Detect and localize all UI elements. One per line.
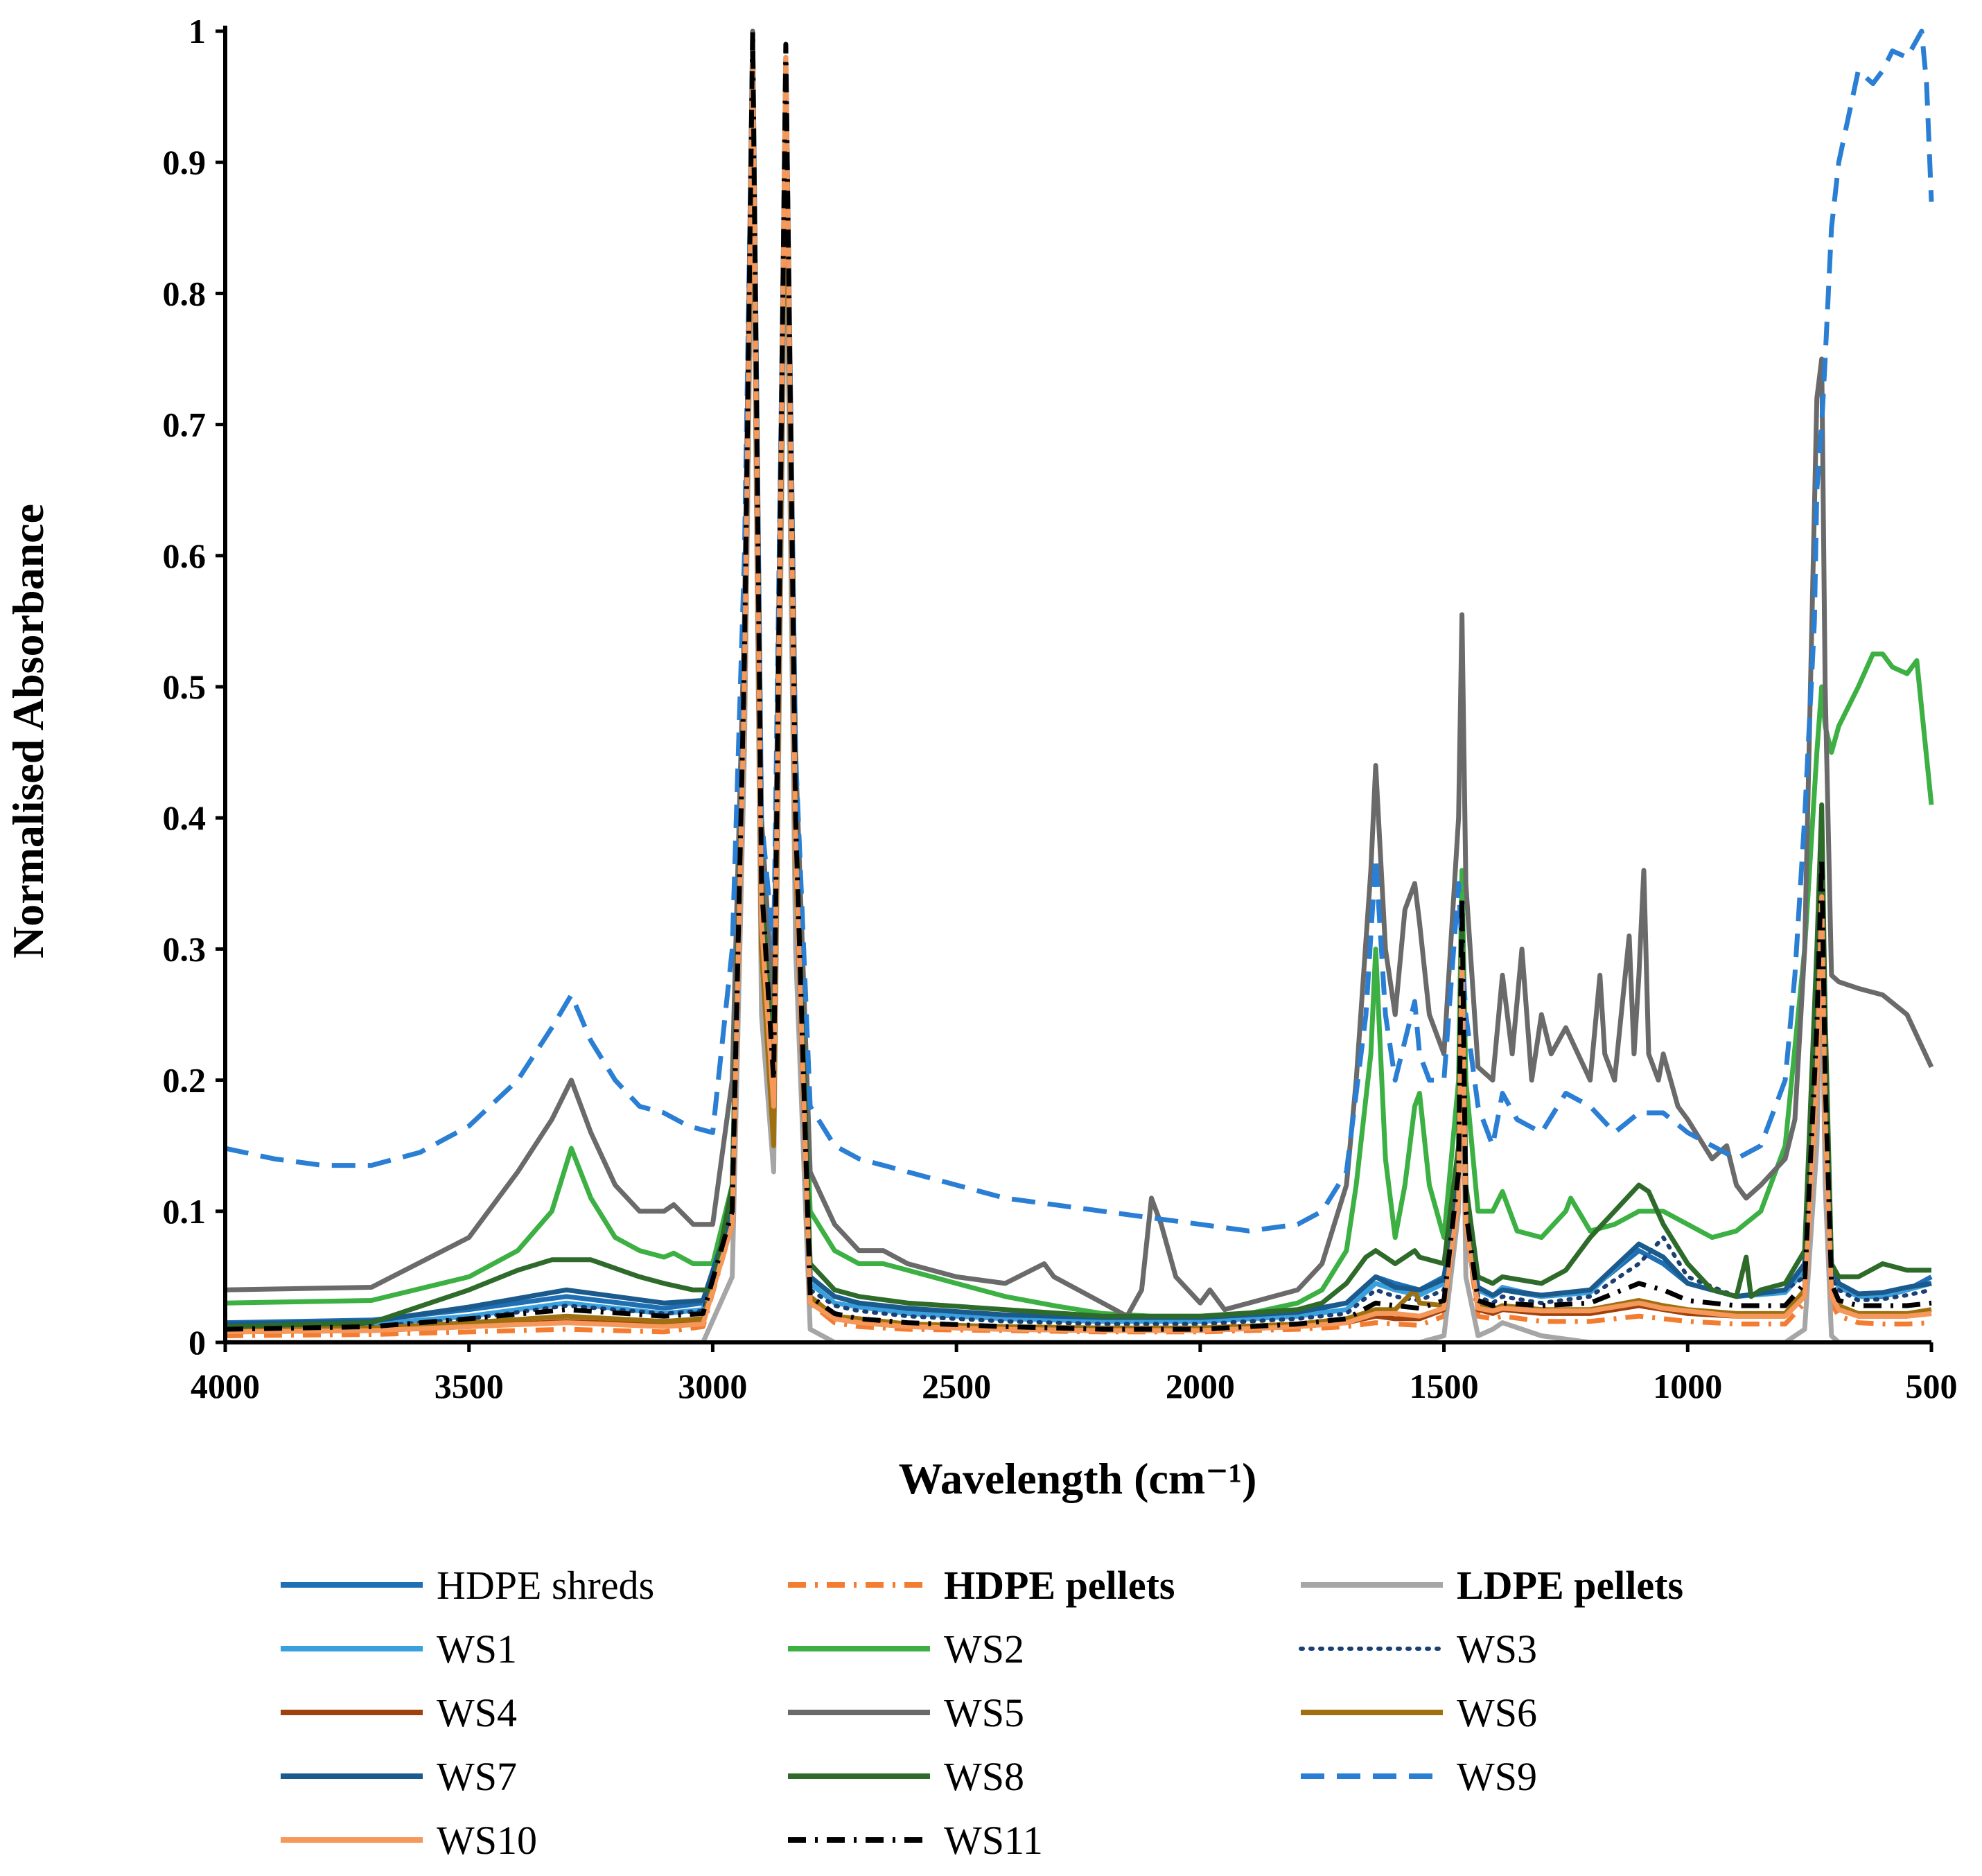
- legend-item: WS10: [281, 1818, 537, 1863]
- legend-label: HDPE shreds: [437, 1563, 654, 1608]
- x-tick-label: 2500: [922, 1367, 991, 1405]
- axes: [216, 26, 1933, 1352]
- y-tick-label: 0.8: [163, 274, 207, 313]
- legend-label: WS4: [437, 1690, 517, 1735]
- legend-item: WS9: [1301, 1754, 1537, 1799]
- legend-label: WS10: [437, 1818, 537, 1863]
- legend-item: WS2: [788, 1627, 1024, 1672]
- x-tick-label: 4000: [191, 1367, 260, 1405]
- x-tick-label: 3500: [435, 1367, 504, 1405]
- x-tick-label: 500: [1906, 1367, 1958, 1405]
- y-tick-label: 0.1: [163, 1192, 207, 1231]
- legend-label: WS5: [944, 1690, 1024, 1735]
- legend-item: HDPE shreds: [281, 1563, 654, 1608]
- legend-label: WS11: [944, 1818, 1043, 1863]
- x-axis-title: Wavelength (cm⁻¹): [899, 1454, 1257, 1503]
- y-tick-label: 0.7: [163, 405, 207, 444]
- x-tick-label: 2000: [1166, 1367, 1235, 1405]
- legend-label: WS2: [944, 1627, 1024, 1672]
- legend-item: WS3: [1299, 1627, 1537, 1672]
- legend-label: WS3: [1457, 1627, 1537, 1672]
- y-tick-label: 0.9: [163, 143, 207, 182]
- legend-item: HDPE pellets: [788, 1563, 1175, 1608]
- y-tick-label: 0: [188, 1323, 206, 1362]
- legend-item: LDPE pellets: [1301, 1563, 1683, 1608]
- legend-item: WS11: [788, 1818, 1043, 1863]
- legend-label: WS6: [1457, 1690, 1537, 1735]
- legend-item: WS4: [281, 1690, 517, 1735]
- legend-item: WS7: [281, 1754, 517, 1799]
- x-tick-label: 3000: [678, 1367, 747, 1405]
- plot-area: [225, 28, 1934, 1342]
- series-line-ws9: [225, 28, 1934, 1234]
- x-tick-label: 1000: [1653, 1367, 1722, 1405]
- y-tick-label: 0.5: [163, 667, 207, 706]
- y-tick-label: 0.2: [163, 1061, 207, 1100]
- legend: HDPE shreds HDPE pellets LDPE pellets WS1 WS…: [281, 1563, 1683, 1863]
- legend-label: WS7: [437, 1754, 517, 1799]
- legend-item: WS6: [1301, 1690, 1537, 1735]
- legend-label: HDPE pellets: [944, 1563, 1175, 1608]
- legend-item: WS1: [281, 1627, 517, 1672]
- y-axis-title: Normalised Absorbance: [3, 504, 53, 958]
- legend-item: WS5: [788, 1690, 1024, 1735]
- x-tick-label: 1500: [1410, 1367, 1479, 1405]
- y-tick-label: 1: [188, 12, 206, 51]
- y-tick-label: 0.6: [163, 536, 207, 575]
- legend-label: WS1: [437, 1627, 517, 1672]
- y-tick-label: 0.3: [163, 929, 207, 968]
- legend-label: LDPE pellets: [1457, 1563, 1683, 1608]
- legend-label: WS8: [944, 1754, 1024, 1799]
- legend-label: WS9: [1457, 1754, 1537, 1799]
- legend-item: WS8: [788, 1754, 1024, 1799]
- tick-labels: 0 0.1 0.2 0.3 0.4 0.5 0.6 0.7 0.8 0.9 1 4000 3500 300…: [163, 12, 1958, 1405]
- y-tick-label: 0.4: [163, 798, 207, 837]
